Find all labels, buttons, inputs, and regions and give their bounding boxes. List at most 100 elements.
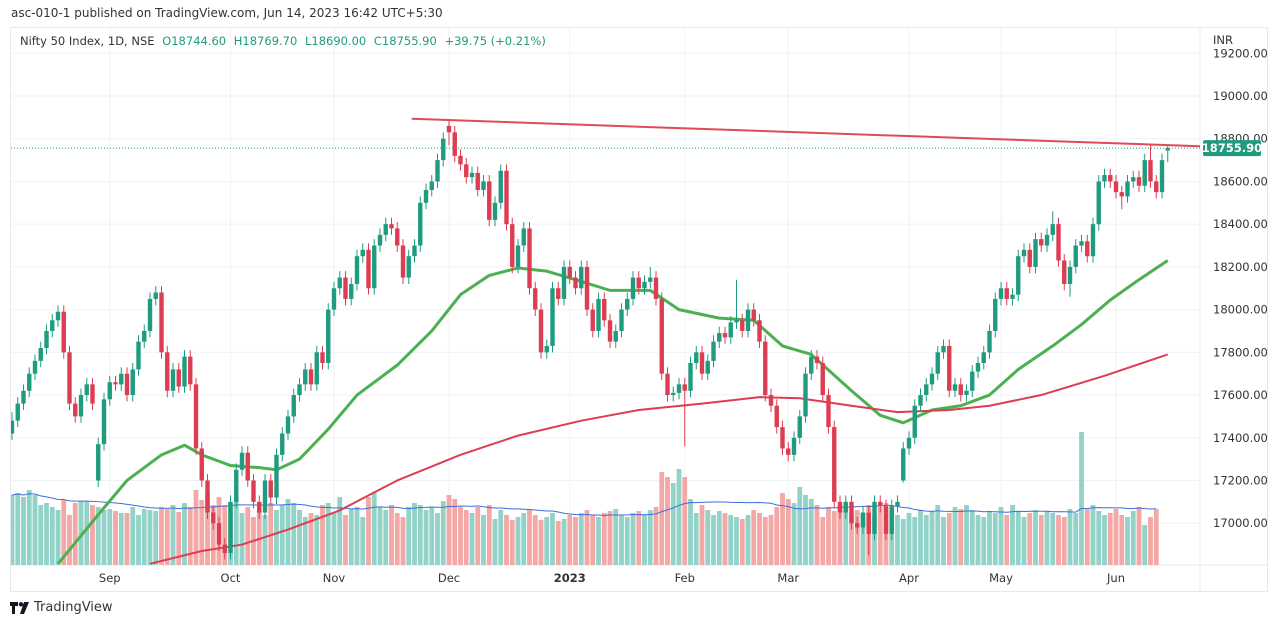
candle-body [308,369,314,385]
resistance-trendline [411,117,1200,148]
candle-body [1033,239,1038,267]
volume-bar [728,515,734,565]
candle [653,271,659,306]
candle [935,345,940,381]
candle-body [297,384,302,396]
volume-bar [371,492,377,565]
candle [239,446,245,477]
candle [745,303,751,338]
volume-bar [918,510,923,565]
candle [216,516,222,551]
candle-body [590,309,595,331]
candle-body [814,356,820,363]
volume-bar [417,505,423,565]
volume-bar [665,477,670,565]
candle-body [906,437,912,449]
volume-bar [992,513,998,565]
volume-bar [1090,505,1096,565]
volume-bar [285,499,291,565]
candle [883,499,889,541]
candle-body [550,288,555,346]
candle [901,442,906,483]
volume-bar [222,505,228,565]
candle-body [343,277,348,299]
candle [550,281,555,353]
candle [1159,153,1165,199]
volume-bar [636,511,642,565]
candle [630,271,636,306]
candle [113,375,118,391]
candle [538,303,544,359]
candle-body [619,309,624,331]
candle [636,271,641,295]
volume-bar [509,520,515,565]
volume-bar [1021,517,1027,565]
volume-bar [141,509,147,565]
volume-bar [458,507,463,565]
volume-bar [262,515,268,565]
tradingview-logo[interactable]: TradingView [10,600,113,615]
volume-bar [1027,513,1033,565]
candle [849,495,854,530]
volume-bar [590,515,596,565]
candle-body [176,369,181,387]
volume-bar [1153,509,1159,565]
candle [906,431,912,455]
candle-body [1016,256,1021,295]
volume-bar [900,519,906,565]
volume-bar [475,507,481,565]
volume-ma-line [11,493,1157,516]
last-price-badge [1203,140,1261,157]
candle [349,277,354,306]
candle [11,412,15,440]
candle-body [50,320,55,331]
candle [676,377,682,400]
candle [1102,168,1107,188]
volume-bar [584,510,590,565]
candle-body [211,512,216,524]
volume-bar [78,501,84,565]
volume-bar [113,511,118,565]
candle-body [291,395,296,417]
x-tick-label: 2023 [554,571,586,585]
candle [740,313,745,338]
volume-bar [366,497,371,565]
candle-body [469,172,475,178]
candle-body [768,395,774,406]
candle [860,506,866,534]
candle-body [912,405,917,438]
candle-body [728,322,733,338]
volume-bar [435,513,440,565]
candle-body [464,164,469,178]
candle [832,420,837,509]
candle [50,313,55,338]
volume-bar [527,510,532,565]
candle-body [872,501,877,534]
tradingview-logo-icon [10,601,29,614]
volume-bar [26,490,32,565]
candle [1108,168,1113,188]
y-tick-label: 17000.00 [1213,516,1268,530]
volume-bar [711,515,716,565]
candle-body [837,501,843,513]
candle [820,356,825,402]
candle-body [625,298,630,310]
volume-bar [561,519,567,565]
candle [475,166,480,197]
candle-body [1079,241,1084,246]
candle [567,260,572,284]
candle [975,356,981,378]
volume-bar [1067,509,1073,565]
candle-body [659,298,664,374]
moving-average-long-line [149,353,1169,565]
candle [170,363,176,398]
volume-bar [383,510,389,565]
last-price-label: 18755.90 [1202,141,1262,155]
candle-body [136,341,141,370]
candle-body [975,363,981,372]
candle-body [1119,192,1124,197]
candle-body [878,501,883,507]
candle-body [366,249,371,289]
candle [533,281,538,317]
